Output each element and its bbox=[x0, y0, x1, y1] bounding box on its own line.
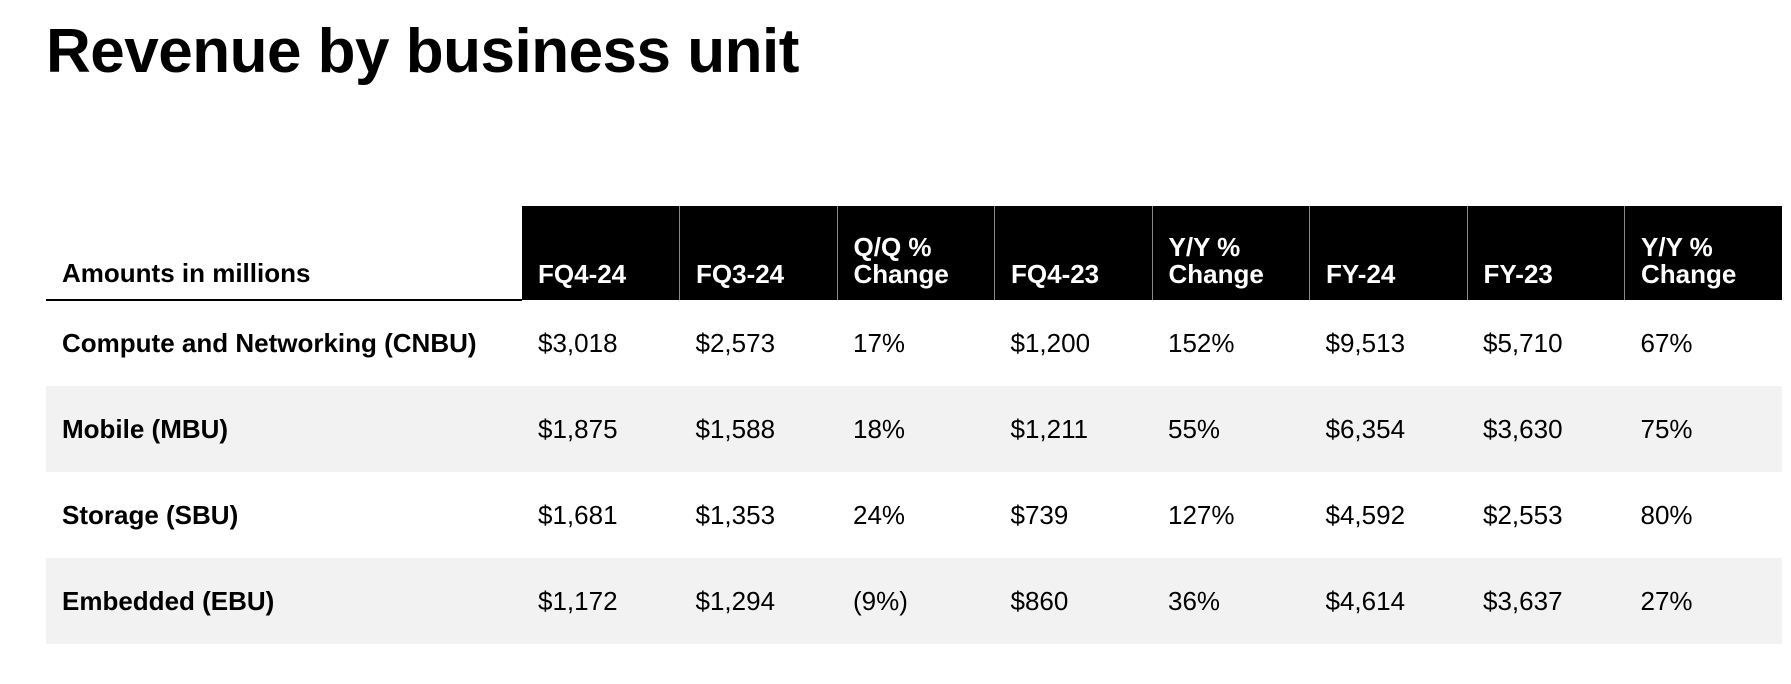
table-row-sbu: Storage (SBU) $1,681 $1,353 24% $739 127… bbox=[46, 472, 1782, 558]
table-cell: 152% bbox=[1168, 327, 1235, 358]
column-header-fy-24: FY-24 bbox=[1309, 206, 1467, 300]
column-header-yy-change-year: Y/Y % Change bbox=[1624, 206, 1782, 300]
column-header-line: Q/Q % bbox=[853, 232, 932, 262]
table-cell: $5,710 bbox=[1483, 327, 1563, 358]
table-cell: $1,294 bbox=[679, 558, 837, 644]
table-row-cnbu: Compute and Networking (CNBU) $3,018 $2,… bbox=[46, 300, 1782, 386]
column-header-line: FQ4-23 bbox=[1011, 259, 1100, 289]
table-cell: 36% bbox=[1152, 558, 1310, 644]
column-header-line: FY-24 bbox=[1326, 259, 1396, 289]
table-cell: $3,637 bbox=[1467, 558, 1625, 644]
column-header-fy-23: FY-23 bbox=[1466, 206, 1625, 300]
row-label: Storage (SBU) bbox=[62, 499, 239, 530]
column-header-line: FQ4-24 bbox=[538, 259, 627, 289]
column-header-line: Change bbox=[1641, 259, 1737, 289]
table-cell: $2,573 bbox=[695, 327, 776, 358]
table-cell: 18% bbox=[837, 386, 995, 472]
table-cell: $1,681 bbox=[538, 499, 618, 530]
table-cell: $860 bbox=[994, 558, 1152, 644]
table-cell: 24% bbox=[853, 499, 906, 530]
table-cell: $1,353 bbox=[695, 499, 776, 530]
column-header-yy-change-quarter: Y/Y % Change bbox=[1151, 206, 1310, 300]
table-header-row: Amounts in millions FQ4-24 FQ3-24 Q/Q % … bbox=[46, 206, 1782, 301]
table-cell: $3,018 bbox=[538, 327, 618, 358]
table-row-mbu: Mobile (MBU) $1,875 $1,588 18% $1,211 55… bbox=[46, 386, 1782, 472]
table-cell: 75% bbox=[1624, 386, 1782, 472]
table-cell: 55% bbox=[1152, 386, 1310, 472]
revenue-table: Amounts in millions FQ4-24 FQ3-24 Q/Q % … bbox=[46, 206, 1782, 644]
table-cell: $9,513 bbox=[1325, 327, 1406, 358]
amounts-header: Amounts in millions bbox=[46, 206, 522, 301]
column-header-fq4-23: FQ4-23 bbox=[994, 206, 1152, 300]
table-cell: (9%) bbox=[837, 558, 995, 644]
table-cell: $739 bbox=[1010, 499, 1069, 530]
column-header-line: Y/Y % bbox=[1641, 232, 1713, 262]
table-cell: 17% bbox=[853, 327, 906, 358]
column-header-line: Y/Y % bbox=[1168, 232, 1241, 262]
table-cell: $1,200 bbox=[1010, 327, 1091, 358]
table-cell: $2,553 bbox=[1483, 499, 1563, 530]
column-header-qq-change: Q/Q % Change bbox=[836, 206, 995, 300]
column-header-fq3-24: FQ3-24 bbox=[679, 206, 837, 300]
page-title: Revenue by business unit bbox=[46, 17, 799, 86]
table-cell: $1,875 bbox=[522, 386, 680, 472]
table-cell: 127% bbox=[1168, 499, 1235, 530]
table-cell: 80% bbox=[1640, 499, 1693, 530]
row-label: Compute and Networking (CNBU) bbox=[62, 328, 477, 358]
table-cell: $6,354 bbox=[1309, 386, 1467, 472]
column-header-line: FQ3-24 bbox=[696, 259, 785, 289]
table-cell: 27% bbox=[1624, 558, 1782, 644]
table-cell: $1,211 bbox=[994, 386, 1152, 472]
table-cell: $4,614 bbox=[1309, 558, 1467, 644]
table-cell: $3,630 bbox=[1467, 386, 1625, 472]
column-header-line: Change bbox=[853, 259, 949, 289]
row-label: Mobile (MBU) bbox=[46, 386, 522, 472]
column-header-line: Change bbox=[1168, 259, 1264, 289]
row-label: Embedded (EBU) bbox=[46, 558, 522, 644]
table-cell: $4,592 bbox=[1325, 499, 1406, 530]
table-cell: 67% bbox=[1640, 327, 1693, 358]
revenue-table-container: Amounts in millions FQ4-24 FQ3-24 Q/Q % … bbox=[46, 206, 1782, 644]
table-cell: $1,172 bbox=[522, 558, 680, 644]
column-header-fq4-24: FQ4-24 bbox=[522, 206, 680, 300]
table-row-ebu: Embedded (EBU) $1,172 $1,294 (9%) $860 3… bbox=[46, 558, 1782, 644]
column-header-line: FY-23 bbox=[1483, 259, 1553, 289]
table-cell: $1,588 bbox=[679, 386, 837, 472]
